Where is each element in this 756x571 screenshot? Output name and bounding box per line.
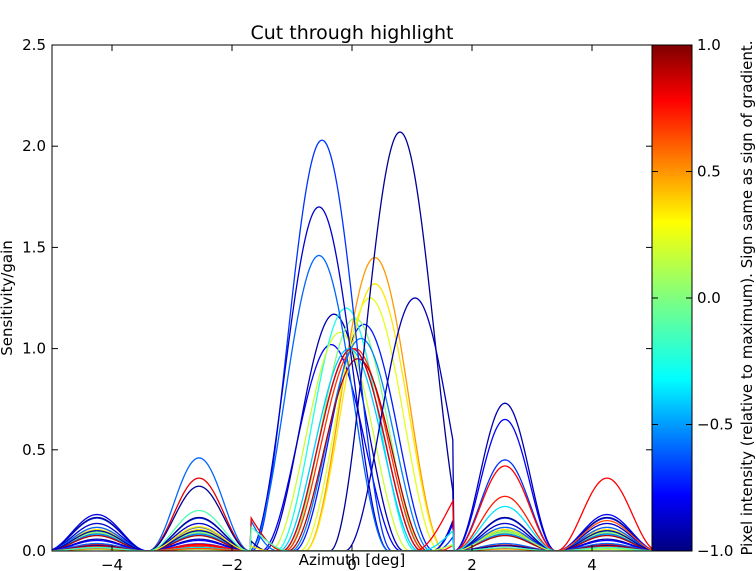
colorbar-tick-label: 0.5	[697, 163, 721, 181]
series-line-22	[52, 459, 652, 551]
series-line-23	[52, 465, 652, 551]
x-tick-label: 0	[347, 556, 357, 571]
x-tick-label: 4	[587, 556, 597, 571]
series-line-9	[52, 297, 652, 551]
series-line-13	[52, 337, 652, 551]
x-axis-label: Azimuth [deg]	[299, 551, 406, 569]
chart-title: Cut through highlight	[250, 22, 453, 44]
y-axis-label: Sensitivity/gain	[0, 240, 16, 356]
series-line-24	[52, 477, 652, 551]
colorbar-tick-label: −1.0	[697, 542, 733, 560]
colorbar	[651, 44, 693, 552]
y-tick-label: 2.0	[22, 137, 46, 155]
colorbar-tick-label: −0.5	[697, 416, 733, 434]
series-line-20	[52, 402, 652, 551]
series-line-21	[52, 418, 652, 551]
series-line-1	[52, 347, 652, 551]
x-axis-ticks: −4 −2 0 2 4	[101, 45, 597, 571]
colorbar-tick-label: 1.0	[697, 36, 721, 54]
y-tick-label: 2.5	[22, 36, 46, 54]
series-line-12	[52, 347, 652, 551]
series-line-25	[52, 457, 652, 551]
x-tick-label: −4	[101, 556, 123, 571]
colorbar-tick-label: 0.0	[697, 289, 721, 307]
series-line-11	[52, 347, 652, 551]
y-tick-label: 1.0	[22, 340, 46, 358]
series-line-0	[52, 343, 652, 551]
series-line-26	[52, 477, 652, 551]
y-tick-label: 1.5	[22, 238, 46, 256]
y-tick-label: 0.0	[22, 542, 46, 560]
x-tick-label: 2	[467, 556, 477, 571]
y-axis-ticks: 0.0 0.5 1.0 1.5 2.0 2.5	[22, 36, 652, 560]
series-line-16	[52, 206, 652, 551]
colorbar-label: Pixel intensity (relative to maximum). S…	[738, 40, 756, 555]
series-line-10	[52, 347, 652, 551]
y-tick-label: 0.5	[22, 441, 46, 459]
colorbar-ticks: −1.0 −0.5 0.0 0.5 1.0	[652, 36, 733, 560]
x-tick-label: −2	[221, 556, 243, 571]
series-line-30	[52, 495, 652, 551]
series-line-27	[52, 485, 652, 551]
series-curves	[52, 131, 652, 551]
